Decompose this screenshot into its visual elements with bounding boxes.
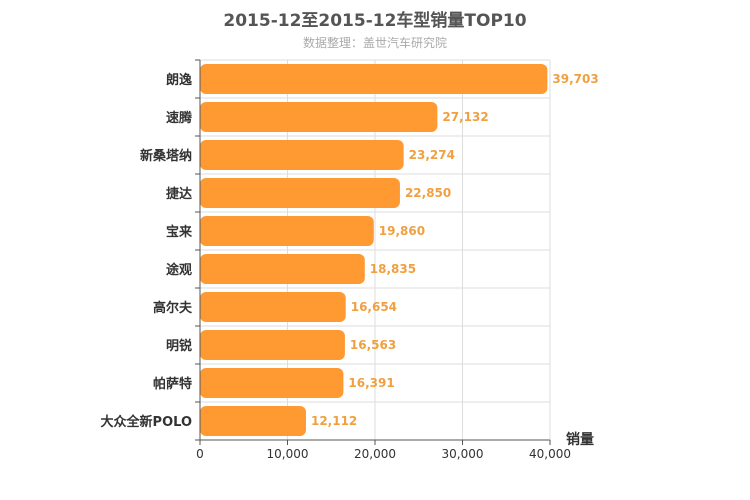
bar-6[interactable] <box>200 292 346 322</box>
chart-subtitle: 数据整理：盖世汽车研究院 <box>302 36 447 50</box>
bar-8[interactable] <box>200 368 344 398</box>
x-tick-label-4: 40,000 <box>529 447 571 461</box>
x-tick-label-1: 10,000 <box>267 447 309 461</box>
category-label-5: 途观 <box>166 262 192 278</box>
bar-5[interactable] <box>200 254 365 284</box>
x-tick-label-3: 30,000 <box>442 447 484 461</box>
bar-2[interactable] <box>200 140 404 170</box>
data-label-3: 22,850 <box>405 186 451 200</box>
x-axis-title: 销量 <box>566 431 594 448</box>
data-label-0: 39,703 <box>552 72 598 86</box>
bar-4[interactable] <box>200 216 374 246</box>
category-label-8: 帕萨特 <box>153 376 192 392</box>
category-label-2: 新桑塔纳 <box>140 148 192 164</box>
data-label-2: 23,274 <box>409 148 455 162</box>
data-label-1: 27,132 <box>442 110 488 124</box>
data-label-4: 19,860 <box>379 224 425 238</box>
x-tick-label-0: 0 <box>196 447 204 461</box>
data-label-7: 16,563 <box>350 338 396 352</box>
bar-7[interactable] <box>200 330 345 360</box>
bar-3[interactable] <box>200 178 400 208</box>
category-label-6: 高尔夫 <box>153 300 193 316</box>
bar-1[interactable] <box>200 102 438 132</box>
data-label-6: 16,654 <box>351 300 397 314</box>
data-label-9: 12,112 <box>311 414 357 428</box>
bar-9[interactable] <box>200 406 306 436</box>
category-label-3: 捷达 <box>166 186 192 202</box>
category-label-1: 速腾 <box>166 110 193 126</box>
category-label-9: 大众全新POLO <box>101 414 192 430</box>
category-label-4: 宝来 <box>166 224 193 240</box>
chart-title: 2015-12至2015-12车型销量TOP10 <box>223 11 527 31</box>
category-label-7: 明锐 <box>166 338 192 354</box>
category-label-0: 朗逸 <box>166 72 192 88</box>
data-label-5: 18,835 <box>370 262 416 276</box>
data-label-8: 16,391 <box>348 376 394 390</box>
x-tick-label-2: 20,000 <box>354 447 396 461</box>
bar-0[interactable] <box>200 64 548 94</box>
